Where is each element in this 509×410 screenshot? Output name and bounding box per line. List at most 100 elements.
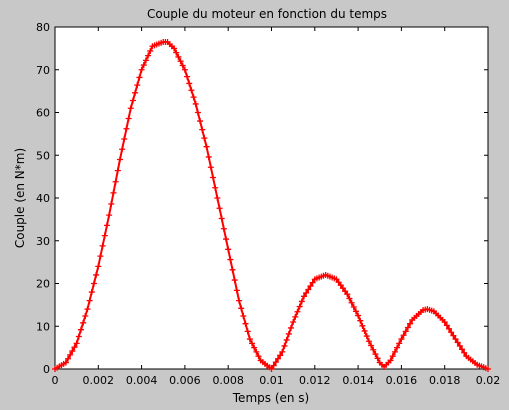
data-point-marker	[95, 263, 102, 270]
data-point-marker	[123, 125, 130, 132]
data-point-marker	[103, 222, 110, 229]
x-axis-ticks: 0 0.002 0.004 0.006 0.008 0.01 0.012 0.014 0.016…	[52, 27, 501, 387]
data-point-marker	[350, 304, 357, 311]
data-point-marker	[101, 232, 108, 239]
data-point-marker	[238, 305, 245, 312]
plot-area	[54, 26, 489, 370]
y-tick-label: 60	[36, 107, 50, 120]
data-point-marker	[99, 242, 106, 249]
data-point-marker	[175, 53, 182, 60]
y-tick-label: 0	[43, 363, 50, 376]
data-point-marker	[194, 109, 201, 116]
data-point-marker	[132, 89, 139, 96]
data-point-marker	[277, 352, 284, 359]
data-point-marker	[214, 195, 221, 201]
data-point-marker	[290, 318, 297, 325]
data-point-marker	[77, 326, 84, 333]
data-point-marker	[114, 167, 121, 174]
data-point-marker	[249, 340, 256, 347]
data-point-marker	[88, 289, 95, 296]
data-point-marker	[459, 346, 466, 353]
data-point-marker	[82, 312, 89, 319]
y-tick-label: 50	[36, 149, 50, 162]
data-point-marker	[441, 318, 448, 325]
data-point-marker	[231, 277, 238, 284]
series-layer	[52, 38, 491, 372]
data-point-marker	[355, 312, 362, 319]
x-tick-label: 0.012	[299, 374, 331, 387]
data-point-marker	[485, 366, 491, 372]
data-point-marker	[305, 286, 312, 293]
data-point-marker	[404, 324, 411, 331]
data-point-marker	[136, 74, 143, 81]
data-point-marker	[361, 327, 368, 334]
y-tick-label: 70	[36, 64, 50, 77]
data-point-marker	[246, 336, 253, 343]
x-tick-label: 0.02	[476, 374, 501, 387]
data-point-marker	[80, 319, 87, 326]
data-point-marker	[396, 340, 403, 347]
data-point-marker	[173, 49, 180, 56]
data-point-marker	[90, 280, 97, 287]
data-point-marker	[197, 118, 204, 125]
data-point-marker	[229, 266, 236, 273]
data-point-marker	[205, 153, 212, 160]
x-tick-label: 0.018	[429, 374, 461, 387]
data-point-marker	[147, 47, 154, 54]
data-point-marker	[398, 336, 405, 343]
data-point-marker	[270, 362, 277, 369]
data-point-marker	[199, 126, 206, 133]
data-point-marker	[268, 366, 275, 372]
y-tick-label: 40	[36, 192, 50, 205]
data-point-marker	[116, 156, 123, 163]
y-tick-label: 80	[36, 21, 50, 34]
series-markers	[52, 38, 491, 372]
data-point-marker	[296, 303, 303, 310]
data-point-marker	[108, 200, 115, 207]
data-point-marker	[181, 66, 188, 73]
data-point-marker	[251, 344, 258, 351]
y-axis-ticks: 0 10 20 30 40 50 60 70 80	[36, 21, 488, 376]
data-point-marker	[203, 143, 210, 150]
x-axis-label: Temps (en s)	[232, 391, 309, 405]
data-point-marker	[391, 348, 398, 355]
data-point-marker	[134, 82, 141, 89]
data-point-marker	[218, 215, 225, 222]
data-point-marker	[69, 348, 76, 355]
data-point-marker	[287, 324, 294, 331]
data-point-marker	[233, 287, 240, 294]
data-point-marker	[285, 330, 292, 337]
data-point-marker	[461, 349, 468, 356]
data-point-marker	[142, 57, 149, 64]
y-tick-label: 10	[36, 320, 50, 333]
data-point-marker	[394, 344, 401, 351]
data-point-marker	[368, 342, 375, 349]
data-point-marker	[212, 184, 219, 191]
data-point-marker	[71, 344, 78, 351]
x-tick-label: 0.002	[83, 374, 115, 387]
data-point-marker	[192, 100, 199, 107]
data-point-marker	[389, 353, 396, 360]
data-point-marker	[279, 348, 286, 355]
data-point-marker	[145, 52, 152, 59]
data-point-marker	[179, 62, 186, 69]
data-point-marker	[274, 355, 281, 362]
y-tick-label: 20	[36, 278, 50, 291]
data-point-marker	[207, 164, 214, 171]
data-point-marker	[448, 329, 455, 336]
data-point-marker	[303, 289, 310, 296]
data-point-marker	[372, 351, 379, 358]
data-point-marker	[127, 105, 134, 112]
data-point-marker	[363, 333, 370, 340]
data-point-marker	[452, 336, 459, 343]
x-tick-label: 0.016	[386, 374, 418, 387]
y-axis-label: Couple (en N*m)	[13, 148, 27, 248]
chart-title: Couple du moteur en fonction du temps	[147, 7, 387, 21]
x-tick-label: 0.01	[259, 374, 284, 387]
data-point-marker	[188, 87, 195, 94]
data-point-marker	[272, 359, 279, 366]
data-point-marker	[97, 253, 104, 260]
data-point-marker	[177, 58, 184, 65]
data-point-marker	[86, 297, 93, 304]
